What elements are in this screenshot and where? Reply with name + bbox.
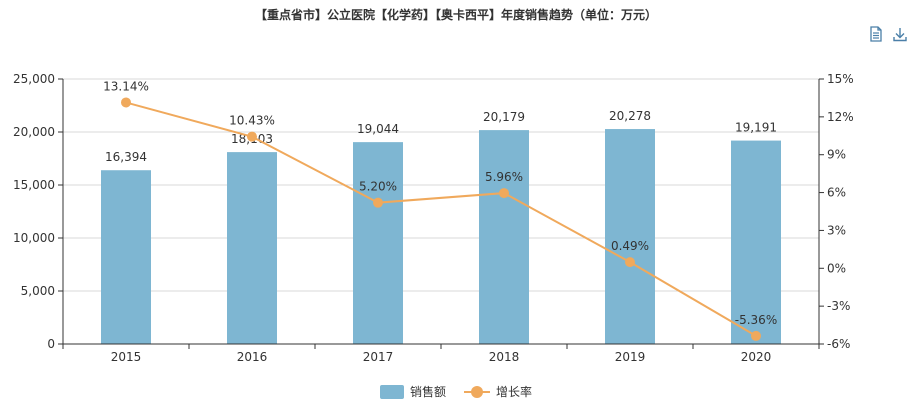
growth-line [125, 101, 757, 337]
y-left-tick-label: 0 [47, 337, 55, 351]
growth-value-label: 5.20% [359, 180, 397, 194]
bar-2016 [227, 152, 277, 344]
bar-2020 [731, 140, 781, 344]
x-tick-label: 2017 [363, 350, 394, 364]
growth-point-2016 [247, 131, 257, 142]
x-tick-label: 2018 [489, 350, 520, 364]
legend-label-sales: 销售额 [409, 385, 446, 399]
bar-2018 [479, 130, 529, 344]
y-right-tick-label: 0% [827, 261, 846, 275]
chart-toolbar [868, 26, 908, 42]
bar-2019 [605, 129, 655, 344]
bar-2017 [353, 142, 403, 344]
bar-value-label: 16,394 [105, 150, 147, 164]
y-left-tick-label: 10,000 [13, 231, 55, 245]
legend-item-sales[interactable]: 销售额 [379, 383, 446, 400]
y-left-tick-label: 5,000 [21, 284, 55, 298]
growth-value-label: 13.14% [103, 79, 149, 93]
legend-item-growth[interactable]: 增长率 [464, 383, 532, 400]
bar-2015 [101, 170, 151, 344]
chart-title: 【重点省市】公立医院【化学药】【奥卡西平】年度销售趋势（单位：万元） [254, 8, 657, 22]
growth-point-2017 [373, 197, 383, 208]
legend-swatch-growth [464, 385, 490, 399]
y-right-tick-label: 9% [827, 148, 846, 162]
growth-point-2015 [121, 97, 131, 108]
growth-point-2018 [499, 188, 509, 199]
download-icon[interactable] [892, 26, 908, 42]
y-right-tick-label: 3% [827, 223, 846, 237]
y-left-tick-label: 25,000 [13, 72, 55, 86]
growth-value-label: -5.36% [735, 313, 777, 327]
growth-point-2020 [751, 330, 761, 341]
legend-swatch-sales [379, 384, 404, 399]
y-right-tick-label: 6% [827, 186, 846, 200]
document-icon[interactable] [868, 26, 884, 42]
bar-value-label: 20,278 [609, 109, 651, 123]
y-right-tick-label: 12% [827, 110, 854, 124]
growth-point-2019 [625, 257, 635, 268]
y-left-tick-label: 20,000 [13, 125, 55, 139]
growth-value-label: 10.43% [229, 114, 275, 128]
growth-value-label: 0.49% [611, 239, 649, 253]
y-right-tick-label: -3% [827, 299, 850, 313]
x-tick-label: 2020 [741, 350, 772, 364]
chart-legend: 销售额 增长率 [0, 383, 912, 400]
x-tick-label: 2019 [615, 350, 646, 364]
bar-value-label: 20,179 [483, 110, 525, 124]
y-right-tick-label: 15% [827, 72, 854, 86]
bar-value-label: 19,191 [735, 121, 777, 135]
y-left-tick-label: 15,000 [13, 178, 55, 192]
x-tick-label: 2016 [237, 350, 268, 364]
legend-label-growth: 增长率 [496, 385, 533, 399]
bar-value-label: 19,044 [357, 122, 399, 136]
y-right-tick-label: -6% [827, 337, 850, 351]
x-tick-label: 2015 [111, 350, 142, 364]
growth-value-label: 5.96% [485, 170, 523, 184]
